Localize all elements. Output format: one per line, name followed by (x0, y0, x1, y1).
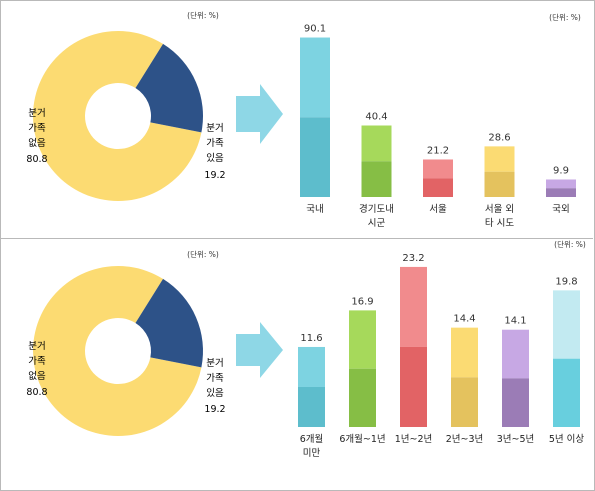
bar-category-label: 6개월 (300, 433, 324, 445)
bar-value-label: 14.1 (504, 316, 526, 327)
bar-category-label: 서울 외 (485, 203, 514, 215)
bar-category-label: 경기도내 (359, 203, 394, 215)
bar-lower (502, 378, 529, 427)
donut-minor-value: 19.2 (204, 170, 225, 181)
donut-label-main-bottom: 분거 가족 없음 80.8 (26, 341, 47, 398)
bar-lower (400, 346, 427, 427)
bar-upper (484, 146, 515, 172)
donut-main-value: 80.8 (26, 387, 47, 398)
donut-slice-separated-family (135, 43, 203, 133)
bar-upper (400, 266, 427, 347)
bar-lower (349, 368, 376, 427)
bar-value-label: 19.8 (555, 276, 577, 287)
bar-category-label: 국내 (306, 204, 323, 215)
donut-main-line-1: 분거 (28, 108, 45, 119)
donut-slice-separated-family (135, 278, 203, 368)
bar-value-label: 40.4 (365, 111, 387, 122)
donut-minor-value: 19.2 (204, 404, 225, 415)
donut-minor-line-3: 있음 (206, 387, 224, 399)
arrow-right-icon (236, 84, 283, 144)
bar-upper (349, 310, 376, 369)
bar-upper (553, 290, 580, 359)
bar-category-label: 서울 (429, 204, 447, 215)
panel-divider (0, 238, 593, 239)
panel-bottom: (단위: %) (단위: %) 분거 가족 없음 80.8 분거 가족 있음 1… (26, 239, 585, 459)
bar-lower (546, 188, 576, 197)
bar-lower (553, 358, 580, 427)
bar-category-label: 3년~5년 (497, 434, 535, 445)
bar-upper (451, 327, 478, 378)
bar-lower (298, 386, 325, 427)
bar-upper (546, 179, 576, 189)
bar-value-label: 16.9 (351, 296, 373, 307)
panel-top: (단위: %) (단위: %) 분거 가족 없음 80.8 분거 가족 있음 1… (26, 10, 580, 229)
donut-main-line-2: 가족 (28, 123, 46, 134)
bar-upper (298, 346, 325, 387)
donut-main-line-3: 없음 (28, 370, 46, 382)
donut-main-line-3: 없음 (28, 137, 46, 149)
donut-slice-no-separated-family (33, 266, 202, 437)
donut-slice-no-separated-family (33, 31, 202, 202)
bar-lower (361, 161, 392, 197)
unit-label-donut-top: (단위: %) (187, 10, 219, 20)
unit-label-bars-top: (단위: %) (549, 12, 581, 22)
donut-minor-line-2: 가족 (206, 138, 224, 149)
bar-value-label: 21.2 (427, 145, 449, 156)
bar-lower (484, 171, 515, 197)
bar-upper (300, 37, 330, 118)
bar-category-label: 5년 이상 (549, 434, 585, 445)
unit-label-donut-bottom: (단위: %) (187, 249, 219, 259)
bar-category-label: 6개월~1년 (339, 433, 385, 445)
bar-category-label: 시군 (368, 218, 386, 229)
bar-value-label: 28.6 (488, 132, 510, 143)
donut-minor-line-1: 분거 (206, 123, 223, 134)
donut-minor-line-1: 분거 (206, 358, 223, 369)
bar-value-label: 14.4 (453, 314, 475, 325)
bar-value-label: 23.2 (402, 253, 424, 264)
arrow-right-icon (236, 322, 283, 378)
bar-value-label: 9.9 (553, 165, 569, 176)
donut-chart-bottom (33, 266, 203, 437)
donut-minor-line-3: 있음 (206, 152, 224, 164)
bar-lower (451, 377, 478, 427)
donut-main-line-2: 가족 (28, 356, 46, 367)
bar-category-label: 타 시도 (485, 218, 514, 229)
bar-category-label: 국외 (552, 203, 569, 215)
donut-chart-top (33, 31, 203, 202)
bar-upper (502, 329, 529, 379)
bar-category-label: 1년~2년 (395, 434, 433, 445)
donut-main-line-1: 분거 (28, 341, 45, 352)
donut-minor-line-2: 가족 (206, 373, 224, 384)
unit-label-bars-bottom: (단위: %) (554, 239, 586, 249)
bar-upper (361, 125, 392, 162)
donut-label-main-top: 분거 가족 없음 80.8 (26, 108, 47, 165)
bar-category-label: 미만 (303, 448, 321, 459)
donut-label-minor-top: 분거 가족 있음 19.2 (204, 123, 225, 181)
bar-lower (300, 117, 330, 197)
bar-value-label: 11.6 (300, 333, 322, 344)
bar-category-label: 2년~3년 (446, 434, 484, 445)
bar-value-label: 90.1 (304, 24, 326, 35)
donut-main-value: 80.8 (26, 154, 47, 165)
donut-label-minor-bottom: 분거 가족 있음 19.2 (204, 358, 225, 415)
bar-upper (423, 159, 453, 179)
bar-lower (423, 178, 453, 197)
